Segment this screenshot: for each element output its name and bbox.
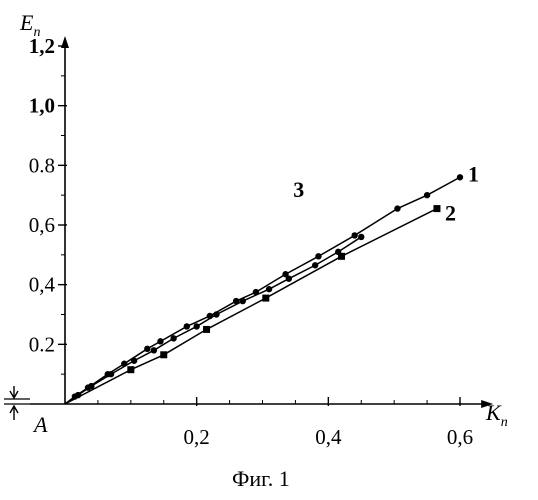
data-point: [266, 286, 272, 292]
series-line: [65, 209, 437, 404]
y-tick-label: 1,0: [29, 94, 55, 118]
data-point: [351, 232, 357, 238]
data-point: [424, 192, 430, 198]
data-point: [312, 262, 318, 268]
series-line: [65, 237, 361, 404]
y-axis-title-sub: п: [33, 25, 40, 40]
annotation-a: A: [32, 412, 48, 437]
y-tick-label: 0,6: [29, 213, 55, 237]
data-point: [170, 335, 176, 341]
data-point: [184, 323, 190, 329]
data-point-square: [262, 295, 269, 302]
data-point: [193, 323, 199, 329]
x-tick-label: 0,6: [447, 425, 473, 449]
data-point: [315, 253, 321, 259]
data-point: [358, 234, 364, 240]
data-point: [457, 174, 463, 180]
data-point: [75, 392, 81, 398]
up-arrow-icon: [10, 406, 18, 420]
data-point-square: [127, 366, 134, 373]
series-line: [65, 177, 460, 404]
data-point: [213, 311, 219, 317]
data-point-square: [203, 326, 210, 333]
data-point: [108, 371, 114, 377]
x-axis-title-sub: п: [501, 415, 508, 430]
data-point-square: [160, 351, 167, 358]
series-layer: [65, 174, 463, 404]
series-label-1: 1: [468, 161, 479, 186]
data-point: [335, 249, 341, 255]
data-point: [151, 347, 157, 353]
y-axis-title-main: E: [19, 10, 34, 35]
data-point-square: [433, 205, 440, 212]
data-point: [240, 298, 246, 304]
x-axis-title: Kп: [485, 400, 508, 430]
series-2: [65, 205, 440, 404]
x-tick-label: 0,4: [315, 425, 342, 449]
data-point: [394, 205, 400, 211]
down-arrow-icon: [10, 386, 18, 398]
figure-caption: Фиг. 1: [232, 466, 290, 491]
ticks: [58, 46, 460, 406]
data-point: [286, 276, 292, 282]
series-1: [65, 174, 463, 404]
labels-layer: 0.20,40,60.81,01,20,20,40,6123: [29, 34, 479, 449]
offset-annotation: A: [4, 386, 48, 437]
x-axis-title-main: K: [485, 400, 502, 425]
x-tick-label: 0,2: [184, 425, 210, 449]
y-tick-label: 0.8: [29, 153, 55, 177]
data-point: [157, 338, 163, 344]
series-label-3: 3: [293, 177, 304, 202]
data-point: [131, 358, 137, 364]
y-tick-label: 0,4: [29, 273, 56, 297]
data-point: [144, 346, 150, 352]
series-label-2: 2: [445, 201, 456, 226]
axes: [30, 36, 493, 408]
data-point: [88, 383, 94, 389]
y-tick-label: 0.2: [29, 332, 55, 356]
